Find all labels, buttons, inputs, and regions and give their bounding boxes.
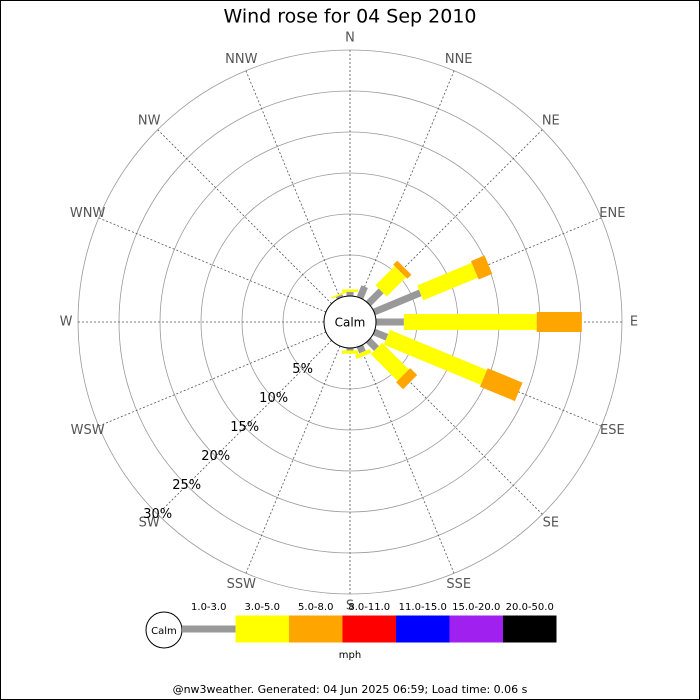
bar <box>346 291 354 296</box>
ring-label: 30% <box>143 507 172 522</box>
legend-calm-label: Calm <box>151 626 177 637</box>
direction-label: SSE <box>446 577 471 592</box>
spoke <box>359 70 455 299</box>
direction-label: SE <box>543 515 559 530</box>
legend-label: 5.0-8.0 <box>298 602 333 613</box>
bar <box>536 312 582 332</box>
legend-swatch <box>396 615 450 643</box>
ring-label: 20% <box>201 449 230 464</box>
bar <box>480 368 523 402</box>
spoke <box>98 217 327 313</box>
spoke <box>245 345 341 574</box>
bar <box>356 285 368 300</box>
ring-label: 25% <box>172 478 201 493</box>
direction-label: ENE <box>599 206 625 221</box>
footer: @nw3weather. Generated: 04 Jun 2025 06:5… <box>173 683 528 696</box>
ring-label: 5% <box>292 362 313 377</box>
direction-label: S <box>346 599 354 614</box>
chart-title: Wind rose for 04 Sep 2010 <box>223 6 476 28</box>
legend-label: 8.0-11.0 <box>348 602 390 613</box>
bar <box>375 266 406 297</box>
bar <box>342 350 358 354</box>
direction-label: N <box>345 31 355 46</box>
bar <box>393 260 412 279</box>
direction-label: NNE <box>445 52 473 67</box>
legend-label: 1.0-3.0 <box>191 602 226 613</box>
legend-label: 15.0-20.0 <box>452 602 500 613</box>
direction-label: W <box>60 315 73 330</box>
bar <box>335 294 344 300</box>
bar <box>417 262 478 301</box>
bar <box>372 328 389 341</box>
bar <box>355 349 372 359</box>
bar <box>342 289 358 292</box>
spoke <box>98 331 327 427</box>
bar <box>372 289 422 316</box>
legend-swatch <box>503 615 557 643</box>
legend-swatch <box>289 615 343 643</box>
legend-swatch <box>342 615 396 643</box>
direction-label: E <box>630 315 638 330</box>
units-label: mph <box>339 650 361 661</box>
bar <box>376 318 404 326</box>
bar <box>365 337 379 351</box>
legend-swatch <box>449 615 503 643</box>
direction-label: NW <box>138 114 161 129</box>
legend-label: 20.0-50.0 <box>506 602 554 613</box>
calm-label: Calm <box>335 316 366 330</box>
legend-swatch <box>182 625 236 633</box>
spoke <box>157 340 332 515</box>
calm-circle <box>323 295 377 349</box>
bar <box>365 288 384 307</box>
legend-label: 3.0-5.0 <box>245 602 280 613</box>
bar <box>383 329 487 385</box>
direction-label: NNW <box>225 52 257 67</box>
spoke <box>245 70 341 299</box>
direction-label: ESE <box>600 423 625 438</box>
bar <box>396 368 418 390</box>
bar <box>403 314 537 330</box>
legend-swatch <box>235 615 289 643</box>
legend-label: 11.0-15.0 <box>399 602 447 613</box>
direction-label: SSW <box>227 577 257 592</box>
bar <box>346 348 354 351</box>
direction-label: WSW <box>71 423 105 438</box>
bar <box>470 255 493 280</box>
spoke <box>157 129 332 304</box>
spoke <box>359 345 455 574</box>
bar <box>331 291 347 299</box>
ring-label: 10% <box>259 391 288 406</box>
direction-label: WNW <box>70 206 106 221</box>
direction-label: NE <box>542 114 560 129</box>
bar <box>370 342 409 381</box>
bars <box>331 255 582 402</box>
direction-label: SW <box>139 515 160 530</box>
ring-label: 15% <box>230 420 259 435</box>
